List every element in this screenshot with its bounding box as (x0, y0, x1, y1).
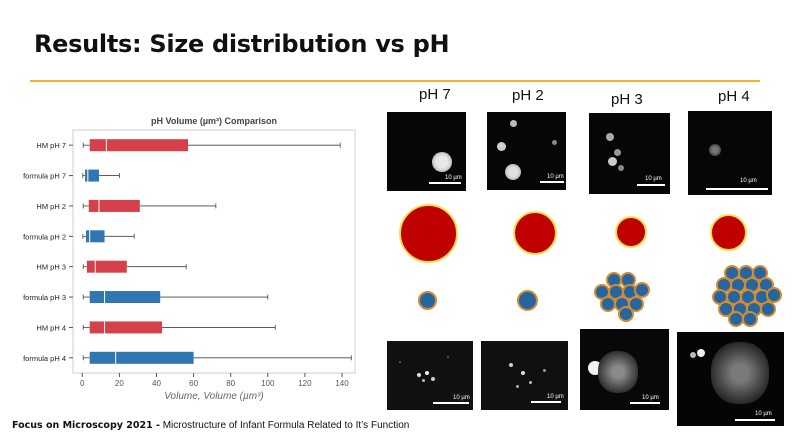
y-tick-label: formula pH 2 (23, 232, 66, 241)
x-axis-ticks: 0 20 40 60 80 100 120 140 (80, 373, 349, 388)
x-tick-label: 140 (335, 379, 349, 388)
box (89, 139, 189, 152)
scale-bar-label: 10 µm (547, 174, 564, 180)
droplet-illustration-ph3 (615, 216, 647, 248)
y-tick-label: HM pH 3 (36, 263, 66, 272)
x-tick-label: 120 (298, 379, 312, 388)
box (85, 169, 99, 182)
particle-cluster-ph3 (592, 270, 652, 322)
footer-citation: Focus on Microscopy 2021 - Microstructur… (12, 420, 409, 431)
scale-bar-label: 10 µm (740, 178, 757, 184)
y-tick-label: formula pH 3 (23, 293, 66, 302)
particle-illustration-ph2 (517, 290, 538, 311)
scale-bar-label: 10 µm (547, 394, 564, 400)
particle-sphere (742, 311, 758, 327)
droplet-illustration-ph2 (513, 211, 557, 255)
particle-sphere (634, 282, 650, 298)
x-tick-label: 80 (226, 379, 235, 388)
box (89, 291, 161, 304)
x-tick-label: 40 (152, 379, 161, 388)
x-tick-label: 0 (80, 379, 85, 388)
micrograph-ph7-bottom: 10 µm (387, 341, 473, 410)
chart-title: pH Volume (µm³) Comparison (151, 116, 277, 126)
x-axis-label: Volume, Volume (µm³) (164, 391, 264, 402)
micrograph-ph4-top: 10 µm (688, 111, 772, 195)
x-tick-label: 100 (261, 379, 275, 388)
plot-frame (72, 129, 356, 374)
column-label-ph3: pH 3 (611, 91, 643, 108)
droplet-illustration-ph7 (399, 204, 458, 263)
micrograph-ph3-top: 10 µm (589, 113, 670, 194)
y-tick-label: formula pH 7 (23, 172, 66, 181)
particle-cluster-ph4 (710, 263, 782, 328)
boxplot-chart: pH Volume (µm³) Comparison HM pH 7 formul… (23, 116, 356, 402)
droplet-illustration-ph4 (710, 214, 747, 251)
y-tick-label: HM pH 2 (36, 202, 66, 211)
micrograph-ph3-bottom: 10 µm (580, 329, 669, 410)
scale-bar-label: 10 µm (645, 176, 662, 182)
micrograph-ph2-top: 10 µm (487, 112, 566, 190)
particle-sphere (760, 301, 776, 317)
scale-bar-label: 10 µm (445, 175, 462, 181)
column-label-ph4: pH 4 (718, 88, 750, 105)
y-tick-label: formula pH 4 (23, 354, 66, 363)
scale-bar-label: 10 µm (755, 411, 772, 417)
box (85, 230, 105, 243)
box-series (82, 139, 352, 364)
scale-bar-label: 10 µm (453, 395, 470, 401)
column-label-ph7: pH 7 (419, 86, 451, 103)
scale-bar-label: 10 µm (642, 395, 659, 401)
particle-illustration-ph7 (418, 291, 437, 310)
column-label-ph2: pH 2 (512, 87, 544, 104)
y-tick-label: HM pH 4 (36, 323, 66, 332)
y-axis-ticks: HM pH 7 formula pH 7 HM pH 2 formula pH 2 HM… (23, 141, 73, 363)
y-tick-label: HM pH 7 (36, 141, 66, 150)
box (89, 351, 194, 364)
micrograph-ph7-top: 10 µm (387, 112, 466, 191)
box (88, 199, 140, 212)
micrograph-ph2-bottom: 10 µm (481, 341, 568, 410)
slide-title: Results: Size distribution vs pH (34, 30, 450, 58)
x-tick-label: 60 (189, 379, 198, 388)
box (86, 260, 127, 273)
particle-sphere (766, 287, 782, 303)
footer-text: Microstructure of Infant Formula Related… (159, 420, 410, 431)
box (89, 321, 163, 334)
title-divider (30, 80, 760, 82)
particle-sphere (618, 306, 634, 322)
x-tick-label: 20 (115, 379, 124, 388)
micrograph-ph4-bottom: 10 µm (677, 332, 784, 426)
footer-bold: Focus on Microscopy 2021 - (12, 420, 160, 431)
